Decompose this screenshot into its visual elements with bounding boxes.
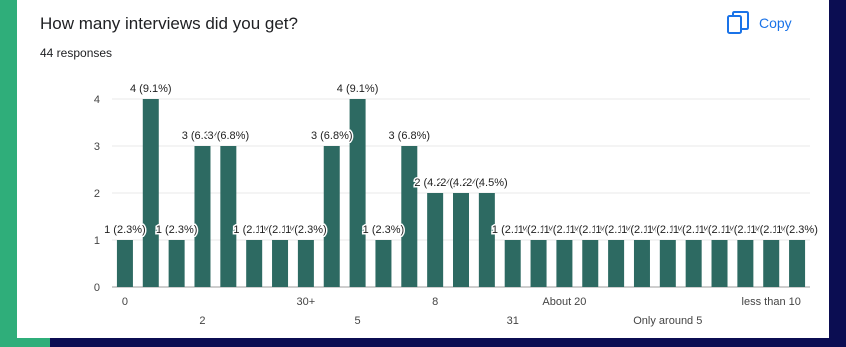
bar bbox=[530, 240, 547, 287]
bar bbox=[763, 240, 780, 287]
data-label: 3 (6.8%) bbox=[311, 130, 353, 142]
bar bbox=[323, 146, 340, 287]
data-label: 1 (2.3%) bbox=[363, 224, 405, 236]
y-tick-label: 1 bbox=[94, 235, 100, 247]
y-tick-label: 4 bbox=[94, 94, 100, 106]
data-label: 1 (2.1%) bbox=[492, 224, 534, 236]
data-label: 3 (6.3%) bbox=[182, 130, 224, 142]
bar bbox=[685, 240, 702, 287]
data-label: 1 (2.3%) bbox=[776, 224, 818, 236]
data-label: 4 (9.1%) bbox=[130, 83, 172, 95]
data-label: 1 (2.3%) bbox=[104, 224, 146, 236]
bar bbox=[401, 146, 418, 287]
data-label: 1 (2.1%) bbox=[259, 224, 301, 236]
bar bbox=[168, 240, 185, 287]
bar bbox=[582, 240, 599, 287]
bar bbox=[453, 193, 469, 287]
data-label: 3 (6.8%) bbox=[389, 130, 431, 142]
bar bbox=[375, 240, 392, 287]
bar bbox=[556, 240, 573, 287]
y-tick-label: 0 bbox=[94, 282, 100, 294]
bar bbox=[116, 240, 133, 287]
bottom-strip bbox=[50, 338, 846, 347]
response-count: 44 responses bbox=[40, 46, 113, 60]
chart-card: How many interviews did you get? 44 resp… bbox=[17, 0, 829, 338]
y-tick-label: 3 bbox=[94, 141, 100, 153]
data-label: 4 (9.1%) bbox=[337, 83, 379, 95]
bar bbox=[789, 240, 806, 287]
data-label: 1 (2.1%) bbox=[647, 224, 689, 236]
bar bbox=[194, 146, 211, 287]
data-label: 1 (2.1%) bbox=[544, 224, 586, 236]
bar bbox=[504, 240, 521, 287]
y-tick-label: 2 bbox=[94, 188, 100, 200]
data-label: 1 (2.3%) bbox=[156, 224, 198, 236]
x-tick-label: less than 10 bbox=[742, 296, 801, 308]
data-label: 1 (2.1%) bbox=[621, 224, 663, 236]
bar bbox=[659, 240, 676, 287]
copy-button[interactable]: Copy bbox=[727, 10, 792, 36]
x-tick-label: 30+ bbox=[297, 296, 316, 308]
x-tick-label: About 20 bbox=[542, 296, 586, 308]
x-tick-label: 8 bbox=[432, 296, 438, 308]
bar bbox=[633, 240, 650, 287]
data-label: 1 (2.1%) bbox=[699, 224, 741, 236]
data-label: 1 (2.3%) bbox=[285, 224, 327, 236]
data-label: 2 (4.2%) bbox=[440, 177, 482, 189]
bar bbox=[711, 240, 728, 287]
bar bbox=[349, 99, 366, 287]
bar bbox=[478, 193, 495, 287]
x-tick-label: 2 bbox=[199, 315, 205, 327]
copy-label: Copy bbox=[759, 15, 792, 31]
x-tick-label: 31 bbox=[507, 315, 519, 327]
x-tick-label: 5 bbox=[355, 315, 361, 327]
bar bbox=[142, 99, 159, 287]
x-tick-label: 0 bbox=[122, 296, 128, 308]
bar bbox=[737, 240, 754, 287]
bar bbox=[220, 146, 237, 287]
data-label: 2 (4.2%) bbox=[414, 177, 456, 189]
bar bbox=[272, 240, 289, 287]
bar bbox=[246, 240, 263, 287]
x-tick-label: Only around 5 bbox=[633, 315, 702, 327]
bar bbox=[297, 240, 314, 287]
bar bbox=[427, 193, 444, 287]
data-label: 2 (4.5%) bbox=[466, 177, 508, 189]
data-label: 1 (2.1%) bbox=[569, 224, 611, 236]
data-label: 1 (2.1%) bbox=[673, 224, 715, 236]
data-label: 1 (2.1%) bbox=[750, 224, 792, 236]
data-label: 1 (2.1%) bbox=[725, 224, 767, 236]
data-label: 3 (6.8%) bbox=[208, 130, 250, 142]
data-label: 1 (2.1%) bbox=[518, 224, 560, 236]
question-title: How many interviews did you get? bbox=[40, 14, 298, 33]
data-label: 1 (2.1%) bbox=[233, 224, 275, 236]
bar bbox=[608, 240, 625, 287]
data-label: 1 (2.1%) bbox=[595, 224, 637, 236]
copy-icon bbox=[727, 11, 749, 34]
